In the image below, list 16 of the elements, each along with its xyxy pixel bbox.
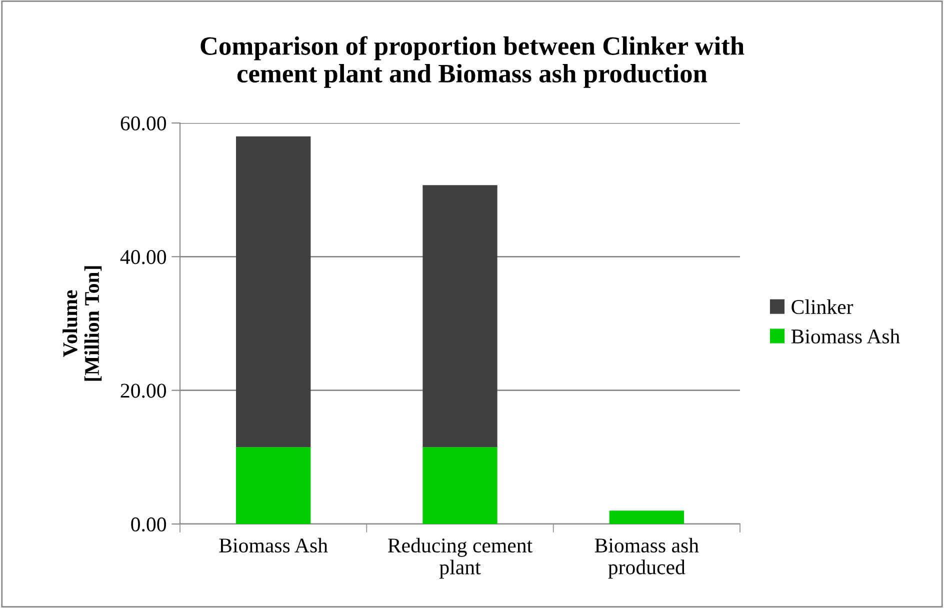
bar [236, 447, 311, 524]
y-tick-label: 0.00 [131, 517, 166, 532]
x-tick-label: Reducing cement plant [388, 538, 532, 579]
bar [609, 510, 684, 524]
legend-label: Clinker [792, 299, 854, 314]
y-axis-title: Volume [Million Ton] [62, 266, 102, 381]
bar [422, 185, 498, 448]
x-tick-label: Biomass Ash [219, 538, 328, 553]
bar [236, 136, 311, 448]
y-tick-label: 60.00 [120, 116, 166, 131]
legend-label: Biomass Ash [791, 328, 900, 344]
x-tick-label: Biomass ash produced [594, 538, 699, 579]
y-tick-label: 20.00 [120, 384, 166, 398]
bar [422, 447, 498, 524]
chart-title: Comparison of proportion between Clinker with cement plant and Biomass ash production [200, 36, 744, 88]
y-tick-label: 40.00 [120, 250, 166, 264]
